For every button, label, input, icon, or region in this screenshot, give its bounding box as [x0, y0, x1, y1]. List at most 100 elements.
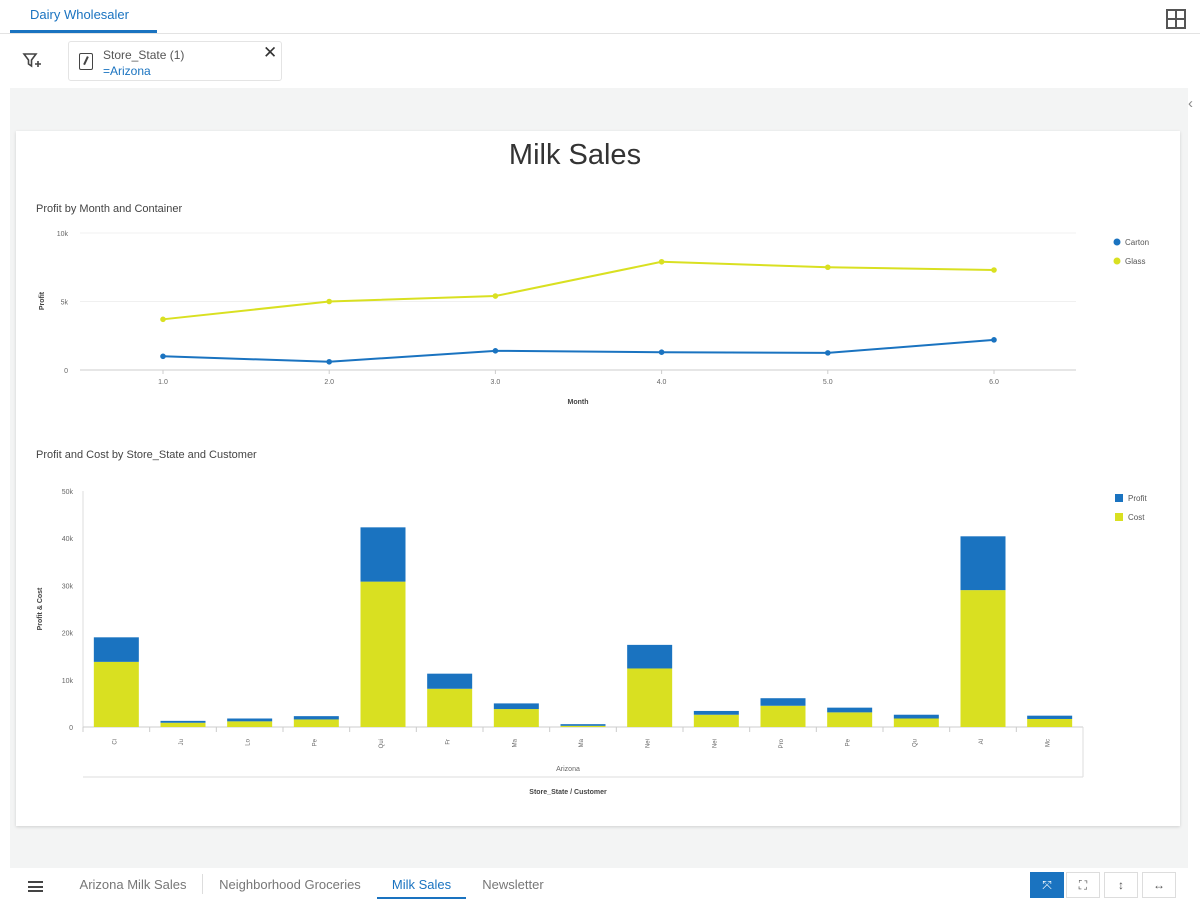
series-line-carton: [162, 338, 995, 363]
tab-dairy-wholesaler[interactable]: Dairy Wholesaler: [10, 0, 157, 33]
y-tick-label: 10k: [62, 678, 74, 685]
x-tick-label: 2.0: [324, 379, 334, 386]
legend-label: Cost: [1128, 513, 1145, 522]
fit-to-page-icon[interactable]: ⤧: [1030, 872, 1064, 898]
filter-chip-store-state[interactable]: Store_State (1) =Arizona ✕: [68, 41, 282, 81]
data-point-carton: [991, 337, 997, 343]
bar-profit: [693, 710, 739, 715]
bar-cost: [160, 722, 206, 727]
bar-profit: [93, 637, 139, 662]
bar-cost: [827, 712, 873, 727]
filter-chip-title: Store_State (1): [103, 48, 185, 62]
x-tick-label: Ma: [579, 738, 585, 747]
bar-profit: [960, 536, 1006, 591]
x-tick-label: 3.0: [491, 379, 501, 386]
data-point-carton: [658, 349, 665, 355]
bar-cost: [693, 714, 739, 727]
x-tick-label: 6.0: [989, 379, 999, 386]
y-tick-label: 50k: [62, 489, 74, 496]
line-chart-title: Profit by Month and Container: [36, 203, 183, 215]
bar-profit: [827, 707, 873, 713]
series-line-glass: [162, 260, 995, 321]
x-tick-label: Qu: [912, 739, 918, 747]
bar-profit: [760, 698, 806, 706]
x-tick-label: Pe: [312, 738, 318, 746]
legend-marker: [1115, 494, 1123, 502]
tab-newsletter[interactable]: Newsletter: [482, 877, 544, 892]
x-tick-label: Fr: [446, 739, 452, 745]
bar-cost: [227, 721, 273, 727]
legend-marker: [1113, 238, 1121, 246]
y-tick-label: 0: [69, 725, 73, 732]
hamburger-menu-icon[interactable]: [28, 881, 43, 892]
add-filter-icon[interactable]: [22, 51, 46, 73]
y-tick-label: 30k: [62, 583, 74, 590]
tab-label: Dairy Wholesaler: [30, 7, 129, 22]
filter-chip-value: =Arizona: [103, 64, 151, 78]
legend-label: Glass: [1125, 257, 1145, 266]
x-tick-label: Al: [979, 739, 985, 744]
bar-profit: [227, 718, 273, 722]
x-tick-label: Ci: [112, 739, 118, 745]
active-tab-indicator: [10, 30, 157, 33]
bar-profit: [893, 714, 939, 719]
close-icon[interactable]: ✕: [263, 43, 278, 62]
y-tick-label: 20k: [62, 631, 74, 638]
bar-cost: [493, 709, 539, 727]
x-tick-label: Pro: [779, 738, 785, 748]
data-point-glass: [991, 267, 997, 273]
x-tick-label: 1.0: [158, 379, 168, 386]
page-title: Milk Sales: [508, 139, 642, 171]
full-screen-icon[interactable]: ⛶: [1066, 872, 1100, 898]
bar-profit: [493, 703, 539, 710]
bar-chart-title: Profit and Cost by Store_State and Custo…: [36, 449, 257, 461]
x-tick-label: Mc: [1046, 739, 1052, 747]
data-point-glass: [658, 258, 665, 265]
filter-edit-icon: [79, 53, 93, 70]
fit-height-icon[interactable]: ↕: [1104, 872, 1138, 898]
data-point-glass: [160, 316, 166, 323]
filter-bar: Store_State (1) =Arizona ✕: [0, 35, 1200, 87]
fit-width-icon[interactable]: ↔: [1142, 872, 1176, 898]
x-tick-label: 5.0: [823, 379, 833, 386]
bar-profit: [160, 720, 206, 723]
bar-cost: [760, 705, 806, 727]
y-tick-label: 40k: [62, 536, 74, 543]
tab-arizona-milk-sales[interactable]: Arizona Milk Sales: [79, 877, 187, 892]
bar-profit: [427, 673, 473, 689]
legend-label: Profit: [1128, 494, 1147, 503]
chevron-left-icon[interactable]: ‹: [1188, 95, 1193, 112]
bar-cost: [427, 688, 473, 727]
y-tick-label: 5k: [61, 300, 69, 307]
x-tick-label: Nei: [646, 739, 652, 748]
bar-cost: [893, 718, 939, 727]
bar-profit: [1027, 715, 1073, 719]
x-tick-label: 4.0: [657, 379, 667, 386]
data-point-carton: [326, 358, 333, 365]
bar-cost: [627, 668, 673, 727]
x-axis-label: Month: [568, 399, 589, 406]
tab-milk-sales[interactable]: Milk Sales: [377, 868, 466, 900]
group-label: Arizona: [556, 766, 580, 773]
x-tick-label: Ma: [512, 738, 518, 747]
grid-layout-icon[interactable]: [1166, 9, 1186, 29]
x-tick-label: Qui: [379, 739, 385, 748]
bar-profit: [560, 724, 606, 726]
bar-profit: [293, 716, 339, 720]
bar-cost: [93, 661, 139, 727]
data-point-glass: [492, 293, 499, 299]
bar-cost: [293, 719, 339, 727]
x-tick-label: Lo: [246, 738, 252, 745]
legend-label: Carton: [1125, 238, 1149, 247]
data-point-carton: [160, 353, 166, 360]
y-axis-label: Profit & Cost: [37, 587, 44, 630]
x-tick-label: Pe: [846, 738, 852, 746]
bar-cost: [360, 581, 406, 727]
tab-neighborhood-groceries[interactable]: Neighborhood Groceries: [219, 877, 361, 892]
y-tick-label: 0: [64, 368, 68, 375]
data-point-carton: [492, 348, 499, 354]
legend-marker: [1113, 257, 1121, 265]
x-tick-label: Ju: [179, 739, 185, 745]
